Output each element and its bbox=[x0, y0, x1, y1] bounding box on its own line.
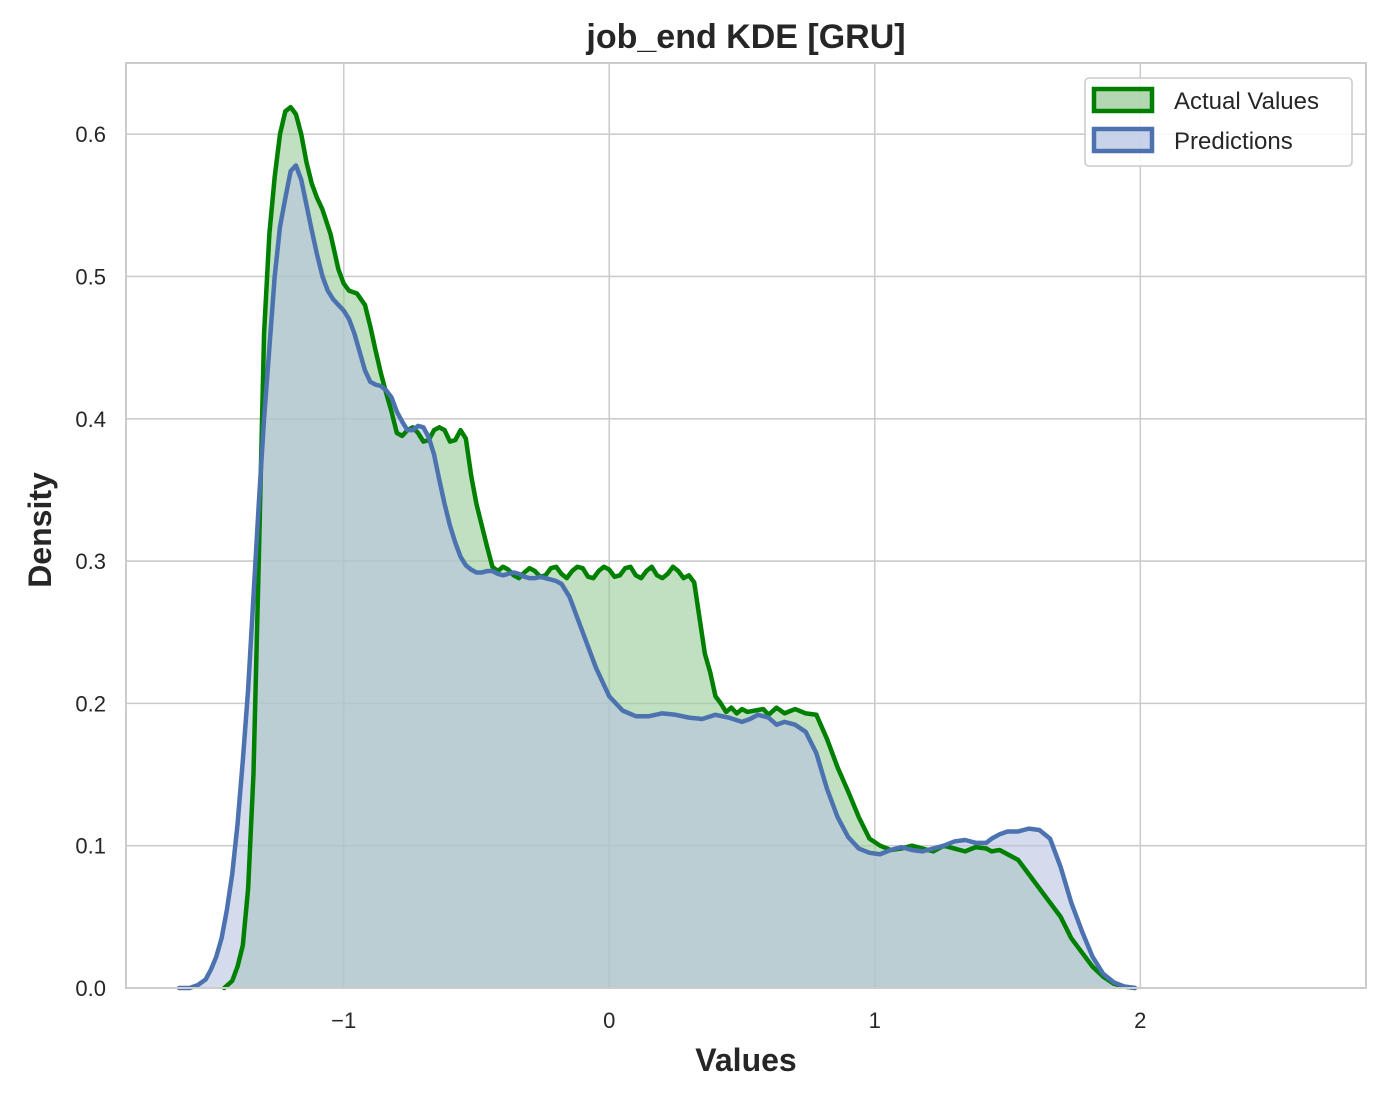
y-tick-label: 0.1 bbox=[75, 834, 106, 859]
y-axis-label: Density bbox=[22, 472, 58, 588]
legend-label-actual: Actual Values bbox=[1174, 88, 1319, 115]
predictions-line bbox=[176, 163, 1138, 991]
y-tick-label: 0.0 bbox=[75, 976, 106, 1001]
y-tick-label: 0.4 bbox=[75, 407, 106, 432]
y-tick-label: 0.2 bbox=[75, 691, 106, 716]
x-axis-label: Values bbox=[695, 1042, 796, 1078]
plot-area-frame bbox=[125, 62, 1367, 989]
x-tick-label: −1 bbox=[331, 1008, 356, 1033]
legend-swatch-actual bbox=[1091, 86, 1155, 114]
x-tick-label: 2 bbox=[1134, 1008, 1146, 1033]
legend-swatch-predictions bbox=[1091, 126, 1155, 154]
chart-title: job_end KDE [GRU] bbox=[585, 18, 905, 56]
predictions-area bbox=[179, 165, 1135, 988]
y-tick-label: 0.5 bbox=[75, 264, 106, 289]
tick-labels: −1 0 1 2 0.0 0.1 0.2 0.3 0.4 0.5 0.6 bbox=[75, 122, 1146, 1033]
y-tick-label: 0.3 bbox=[75, 549, 106, 574]
x-tick-label: 0 bbox=[603, 1008, 615, 1033]
series-layer bbox=[176, 104, 1138, 991]
y-tick-label: 0.6 bbox=[75, 122, 106, 147]
legend: Actual Values Predictions bbox=[1084, 77, 1353, 167]
x-tick-label: 1 bbox=[869, 1008, 881, 1033]
legend-label-predictions: Predictions bbox=[1174, 128, 1293, 155]
